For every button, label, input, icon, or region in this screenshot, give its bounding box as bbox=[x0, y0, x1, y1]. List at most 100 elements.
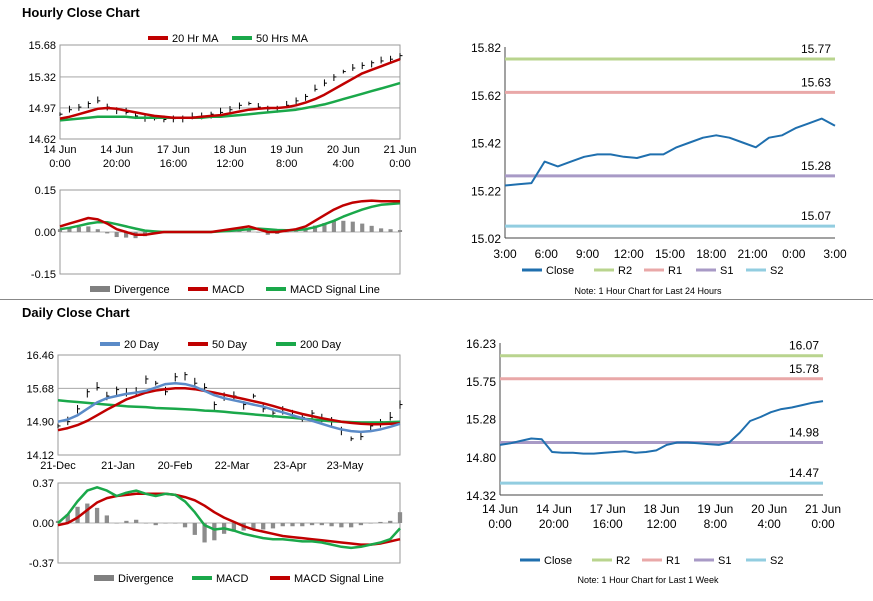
daily-pivot-x-tick-date: 14 Jun bbox=[536, 502, 572, 516]
hourly-price-y-tick-label: 14.62 bbox=[28, 134, 56, 146]
hourly-macd-y-tick-label: 0.00 bbox=[35, 227, 56, 239]
hourly-pivot-x-tick-label: 0:00 bbox=[782, 247, 806, 261]
daily-macd-divergence-bar bbox=[339, 523, 344, 528]
daily-pivot-x-tick-time: 0:00 bbox=[811, 517, 835, 531]
daily-pivot-x-tick-time: 16:00 bbox=[593, 517, 623, 531]
hourly-ma50-line bbox=[59, 81, 401, 122]
hourly-pivot-x-tick-label: 3:00 bbox=[493, 247, 517, 261]
hourly-macd-divergence-bar bbox=[114, 232, 119, 238]
daily-macd-divergence-bar bbox=[192, 523, 197, 535]
daily-macd-divergence-bar bbox=[349, 523, 354, 528]
daily-section-title: Daily Close Chart bbox=[22, 305, 130, 320]
daily-macd-divergence-bar bbox=[261, 523, 266, 530]
daily-pivot-level-label-s2: 14.47 bbox=[789, 466, 819, 480]
daily-macd-divergence-bar bbox=[124, 520, 129, 523]
hourly-pivot-close-line bbox=[504, 117, 836, 187]
daily-pivot-x-tick-date: 20 Jun bbox=[751, 502, 787, 516]
daily-price-y-tick-label: 14.90 bbox=[26, 417, 54, 429]
hourly-macd-divergence-bar bbox=[388, 229, 393, 232]
daily-macd-divergence-bar bbox=[397, 512, 403, 523]
hourly-ma20-line bbox=[59, 58, 401, 120]
hourly-price-x-tick-time: 20:00 bbox=[103, 158, 131, 170]
hourly-macd-divergence-bar bbox=[86, 226, 91, 232]
daily-macd-divergence-bar bbox=[378, 521, 383, 523]
hourly-macd-signal-line bbox=[59, 201, 401, 234]
daily-price-x-tick-label: 20-Feb bbox=[158, 460, 193, 472]
daily-pivot-note: Note: 1 Hour Chart for Last 1 Week bbox=[578, 575, 719, 585]
hourly-price-y-tick-label: 15.68 bbox=[28, 40, 56, 52]
hourly-pivot-legend-s2-label: S2 bbox=[770, 265, 783, 277]
daily-macd-divergence-bar bbox=[270, 523, 276, 529]
hourly-macd-divergence-bar bbox=[341, 220, 346, 232]
daily-pivot-x-tick-time: 4:00 bbox=[757, 517, 781, 531]
hourly-macd-divergence-bar bbox=[294, 231, 299, 232]
daily-legend-200day-label: 200 Day bbox=[300, 339, 341, 351]
daily-price-y-tick-label: 15.68 bbox=[26, 383, 54, 395]
daily-price-y-tick-label: 16.46 bbox=[26, 350, 54, 362]
daily-pivot-y-tick-label: 15.28 bbox=[466, 413, 496, 427]
daily-macd-divergence-bar bbox=[358, 523, 364, 526]
hourly-macd-divergence-bar bbox=[105, 232, 110, 234]
hourly-pivot-legend-close-label: Close bbox=[546, 265, 574, 277]
hourly-macd-legend-signal-label: MACD Signal Line bbox=[290, 284, 380, 296]
daily-macd-legend-macd-label: MACD bbox=[216, 573, 248, 585]
daily-pivot-x-tick-date: 18 Jun bbox=[643, 502, 679, 516]
daily-macd-divergence-bar bbox=[251, 523, 256, 530]
hourly-pivot-y-tick-label: 15.22 bbox=[471, 184, 501, 198]
daily-macd-y-tick-label: -0.37 bbox=[29, 558, 54, 570]
hourly-price-y-tick-label: 15.32 bbox=[28, 72, 56, 84]
daily-pivot-x-tick-date: 14 Jun bbox=[482, 502, 518, 516]
daily-price-y-tick-label: 14.12 bbox=[26, 450, 54, 462]
daily-price-x-tick-label: 22-Mar bbox=[215, 460, 250, 472]
daily-pivot-legend-r1-label: R1 bbox=[666, 555, 680, 567]
hourly-macd-divergence-bar bbox=[360, 223, 365, 232]
hourly-price-x-tick-date: 18 Jun bbox=[213, 144, 246, 156]
hourly-macd-divergence-bar bbox=[350, 221, 355, 232]
daily-macd-divergence-bar bbox=[65, 514, 70, 523]
daily-macd-divergence-bar bbox=[163, 523, 168, 524]
hourly-section-title: Hourly Close Chart bbox=[22, 5, 140, 20]
daily-macd-divergence-bar bbox=[104, 515, 109, 523]
daily-macd-divergence-bar bbox=[290, 523, 295, 527]
hourly-macd-y-tick-label: -0.15 bbox=[31, 269, 56, 281]
daily-macd-divergence-bar bbox=[368, 523, 373, 524]
daily-price-x-tick-label: 21-Dec bbox=[40, 460, 76, 472]
daily-pivot-legend-r2-label: R2 bbox=[616, 555, 630, 567]
daily-macd-legend-signal-label: MACD Signal Line bbox=[294, 573, 384, 585]
daily-pivot-x-tick-time: 0:00 bbox=[488, 517, 512, 531]
hourly-macd-divergence-bar bbox=[331, 220, 336, 232]
hourly-price-x-tick-time: 12:00 bbox=[216, 158, 244, 170]
hourly-pivot-x-tick-label: 3:00 bbox=[823, 247, 847, 261]
hourly-legend-ma20-label: 20 Hr MA bbox=[172, 33, 219, 45]
daily-macd-divergence-bar bbox=[85, 503, 90, 523]
hourly-macd-divergence-bar bbox=[256, 232, 261, 233]
hourly-macd-divergence-bar bbox=[322, 223, 327, 232]
hourly-price-x-tick-date: 14 Jun bbox=[43, 144, 76, 156]
hourly-pivot-y-tick-label: 15.42 bbox=[471, 137, 501, 151]
daily-macd-divergence-bar bbox=[173, 523, 178, 524]
hourly-legend-ma50-label: 50 Hrs MA bbox=[256, 33, 309, 45]
daily-pivot-legend-s1-label: S1 bbox=[718, 555, 731, 567]
daily-price-x-tick-label: 21-Jan bbox=[101, 460, 135, 472]
hourly-price-x-tick-date: 17 Jun bbox=[157, 144, 190, 156]
hourly-pivot-x-tick-label: 21:00 bbox=[737, 247, 767, 261]
hourly-pivot-note: Note: 1 Hour Chart for Last 24 Hours bbox=[574, 286, 722, 296]
hourly-macd-line bbox=[59, 199, 400, 237]
hourly-macd-divergence-bar bbox=[397, 230, 403, 232]
daily-macd-divergence-bar bbox=[319, 523, 324, 526]
hourly-pivot-level-label-r2: 15.77 bbox=[801, 42, 831, 56]
hourly-pivot-legend-s1-label: S1 bbox=[720, 265, 733, 277]
hourly-price-x-tick-date: 19 Jun bbox=[270, 144, 303, 156]
daily-macd-divergence-bar bbox=[143, 523, 149, 524]
daily-macd-divergence-bar bbox=[329, 523, 334, 527]
daily-pivot-x-tick-time: 12:00 bbox=[646, 517, 676, 531]
daily-macd-divergence-bar bbox=[94, 507, 100, 523]
hourly-price-x-tick-time: 0:00 bbox=[49, 158, 70, 170]
hourly-pivot-x-tick-label: 9:00 bbox=[576, 247, 600, 261]
hourly-pivot-y-tick-label: 15.62 bbox=[471, 89, 501, 103]
daily-pivot-y-tick-label: 16.23 bbox=[466, 337, 496, 351]
hourly-pivot-level-label-s1: 15.28 bbox=[801, 159, 831, 173]
daily-legend-20day-label: 20 Day bbox=[124, 339, 159, 351]
daily-macd-divergence-bar bbox=[280, 523, 285, 527]
